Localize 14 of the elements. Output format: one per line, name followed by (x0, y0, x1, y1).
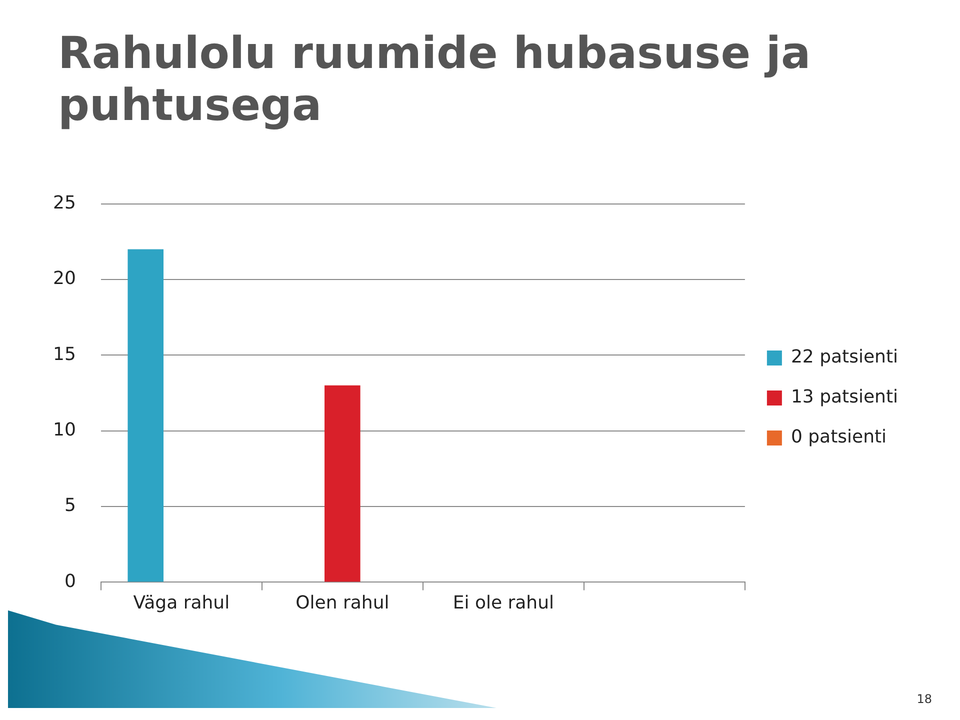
y-tick-label: 0 (64, 570, 76, 592)
x-tick-label: Ei ole rahul (452, 592, 554, 614)
legend-label: 13 patsienti (790, 386, 898, 408)
y-tick-label: 5 (64, 495, 76, 516)
y-tick-label: 20 (53, 268, 76, 290)
text: 18 (916, 692, 932, 706)
x-tick-label: Olen rahul (296, 592, 390, 614)
chart-title: Rahulolu ruumide hubasuse ja puhtusega (58, 28, 812, 132)
y-tick-label: 15 (53, 344, 76, 365)
legend-label: 0 patsienti (790, 426, 887, 448)
legend-label: 22 patsienti (790, 346, 898, 368)
y-tick-label: 25 (53, 192, 76, 214)
x-tick-label: Väga rahul (133, 592, 230, 614)
y-tick-label: 10 (53, 420, 76, 441)
